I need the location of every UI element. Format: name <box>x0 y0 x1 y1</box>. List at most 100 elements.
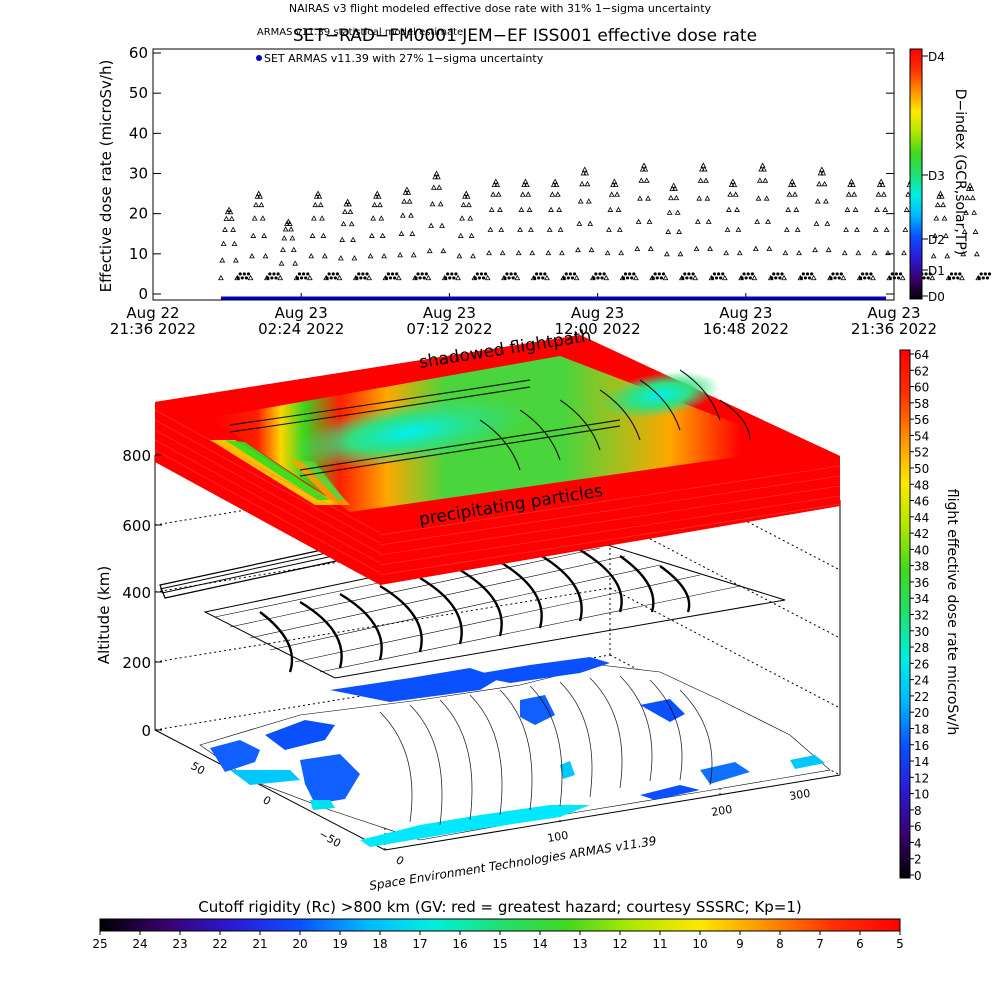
armas-estimate-dot <box>861 272 865 276</box>
nairas-triangle-mark <box>905 191 911 197</box>
nairas-triangle-mark <box>379 232 386 238</box>
nairas-triangle-mark <box>844 206 851 212</box>
nairas-triangle-mark <box>292 260 299 266</box>
dose-y-tick-label: 60 <box>129 44 148 62</box>
dose-rate-colorbar-tick-label: 24 <box>914 674 929 688</box>
nairas-triangle-mark <box>230 226 237 232</box>
dose-rate-colorbar-tick-label: 64 <box>914 348 929 362</box>
dose-rate-colorbar-bar <box>899 349 911 879</box>
nairas-triangle-mark <box>701 166 708 172</box>
nairas-triangle-mark <box>377 201 383 208</box>
dose-rate-colorbar-label: flight effective dose rate microSv/h <box>944 489 960 735</box>
armas-estimate-dot <box>621 276 626 280</box>
nairas-triangle-mark <box>309 232 316 238</box>
nairas-triangle-mark <box>467 215 474 221</box>
armas-estimate-dot <box>357 272 361 276</box>
armas-estimate-dot <box>562 276 566 280</box>
nairas-triangle-mark <box>824 220 831 226</box>
nairas-triangle-mark <box>261 232 268 238</box>
nairas-triangle-mark <box>639 166 646 172</box>
dose-slab: shadowed flightpath precipitating partic… <box>154 326 841 585</box>
nairas-triangle-mark <box>254 193 261 199</box>
nairas-triangle-mark <box>855 249 862 256</box>
nairas-triangle-mark <box>342 208 348 215</box>
nairas-triangle-mark <box>972 228 979 234</box>
nairas-triangle-mark <box>544 274 550 281</box>
nairas-triangle-mark <box>577 198 584 204</box>
nairas-triangle-mark <box>633 274 639 281</box>
nairas-triangle-mark <box>823 198 829 204</box>
nairas-triangle-mark <box>278 260 285 266</box>
nairas-triangle-mark <box>336 274 343 281</box>
nairas-triangle-mark <box>247 274 254 281</box>
nairas-triangle-mark <box>399 212 406 218</box>
cutoff-rigidity-tick-label: 7 <box>816 937 824 951</box>
nairas-triangle-mark <box>488 206 495 212</box>
dose-x-tick-label: 21:36 2022 <box>851 320 937 338</box>
dose-plot-frame <box>152 48 895 301</box>
nairas-triangle-mark <box>731 181 738 188</box>
nairas-triangle-mark <box>515 249 522 256</box>
d-index-tick-label: D3 <box>928 169 945 183</box>
nairas-triangle-mark <box>340 220 347 227</box>
nairas-triangle-mark <box>789 178 796 184</box>
armas-estimate-dot <box>327 272 331 276</box>
nairas-triangle-mark <box>259 215 266 221</box>
nairas-triangle-mark <box>790 181 797 188</box>
nairas-triangle-mark <box>705 218 712 224</box>
armas-estimate-dot <box>719 276 723 280</box>
dose-y-tick-label: 0 <box>138 285 148 303</box>
nairas-triangle-mark <box>346 201 352 207</box>
armas-estimate-dot <box>246 272 251 276</box>
nairas-triangle-mark <box>968 185 975 191</box>
armas-estimate-dot <box>384 276 388 280</box>
armas-estimate-dot <box>979 272 983 276</box>
nairas-triangle-mark <box>934 201 941 208</box>
dose-x-tick-label: 07:12 2022 <box>406 320 492 338</box>
cutoff-rigidity-tick-label: 21 <box>252 937 267 951</box>
nairas-triangle-mark <box>879 181 886 188</box>
nairas-triangle-mark <box>670 182 677 188</box>
armas-estimate-dot <box>748 276 752 280</box>
dose-y-axis-label: Effective dose rate (microSv/h) <box>97 60 115 293</box>
nairas-triangle-mark <box>936 193 942 199</box>
nairas-triangle-mark <box>723 249 730 256</box>
armas-estimate-dot <box>977 276 981 280</box>
armas-estimate-dot <box>452 276 456 280</box>
nairas-triangle-mark <box>665 228 672 234</box>
armas-estimate-dot <box>954 272 958 276</box>
nairas-triangle-mark <box>232 257 239 263</box>
dose-y-tick-label: 40 <box>129 124 148 142</box>
armas-estimate-dot <box>742 272 746 276</box>
nairas-triangle-mark <box>821 180 828 187</box>
armas-estimate-dot <box>833 276 837 280</box>
nairas-triangle-mark <box>370 215 377 221</box>
armas-estimate-dot <box>869 272 873 276</box>
slab-hotspot <box>291 396 529 468</box>
nairas-triangle-mark <box>727 191 734 197</box>
nairas-triangle-mark <box>455 274 461 281</box>
armas-estimate-dot <box>266 276 270 280</box>
armas-estimate-dot <box>365 272 369 276</box>
armas-estimate-dot <box>302 272 306 276</box>
armas-estimate-dot <box>509 272 513 276</box>
nairas-triangle-mark <box>492 178 499 184</box>
armas-estimate-dot <box>683 272 687 276</box>
d-index-ticks: D4 D3 D2 D1 D0 <box>922 50 945 304</box>
armas-estimate-dot <box>566 276 570 280</box>
armas-estimate-dot <box>657 272 661 276</box>
nairas-triangle-mark <box>616 226 623 232</box>
nairas-triangle-mark <box>312 201 319 208</box>
dose-rate-colorbar-tick-label: 4 <box>914 836 922 850</box>
armas-estimate-dot <box>776 272 780 276</box>
nairas-triangle-mark <box>825 246 832 253</box>
nairas-triangle-mark <box>697 177 704 183</box>
armas-estimate-dot <box>632 272 636 276</box>
dose-x-tick-label: 16:48 2022 <box>703 320 789 338</box>
nairas-triangle-mark <box>218 274 224 281</box>
nairas-triangle-mark <box>282 226 289 232</box>
armas-estimate-dot <box>513 272 517 276</box>
nairas-triangle-mark <box>311 215 317 221</box>
